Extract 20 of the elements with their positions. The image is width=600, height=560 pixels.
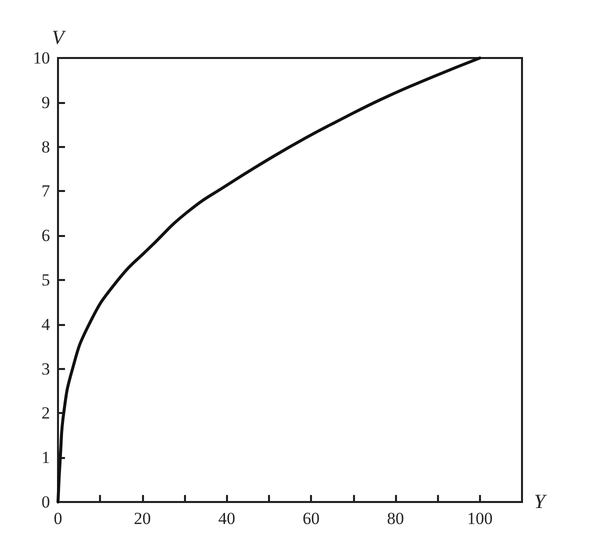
- y-tick-label: 1: [42, 448, 50, 468]
- y-tick-label: 0: [42, 492, 50, 512]
- y-tick-label: 10: [33, 48, 50, 68]
- y-tick-label: 4: [42, 314, 50, 334]
- y-tick-label: 9: [42, 92, 50, 112]
- x-tick-label: 60: [302, 509, 320, 528]
- y-axis-title: V: [52, 27, 67, 49]
- y-tick-label: 3: [42, 359, 50, 378]
- x-axis-title: Y: [534, 491, 547, 513]
- y-tick-label: 7: [42, 182, 50, 201]
- x-tick-label: 40: [218, 509, 236, 528]
- line-series: [56, 56, 482, 504]
- y-tick-label: 6: [42, 226, 50, 246]
- y-tick-label: 8: [42, 137, 50, 156]
- x-tick-label: 0: [54, 509, 62, 528]
- y-tick-label: 5: [42, 270, 50, 290]
- y-tick-label: 2: [42, 404, 50, 423]
- x-tick-label: 100: [467, 509, 493, 528]
- x-tick-label: 80: [386, 509, 404, 528]
- x-tick-label: 20: [134, 509, 151, 528]
